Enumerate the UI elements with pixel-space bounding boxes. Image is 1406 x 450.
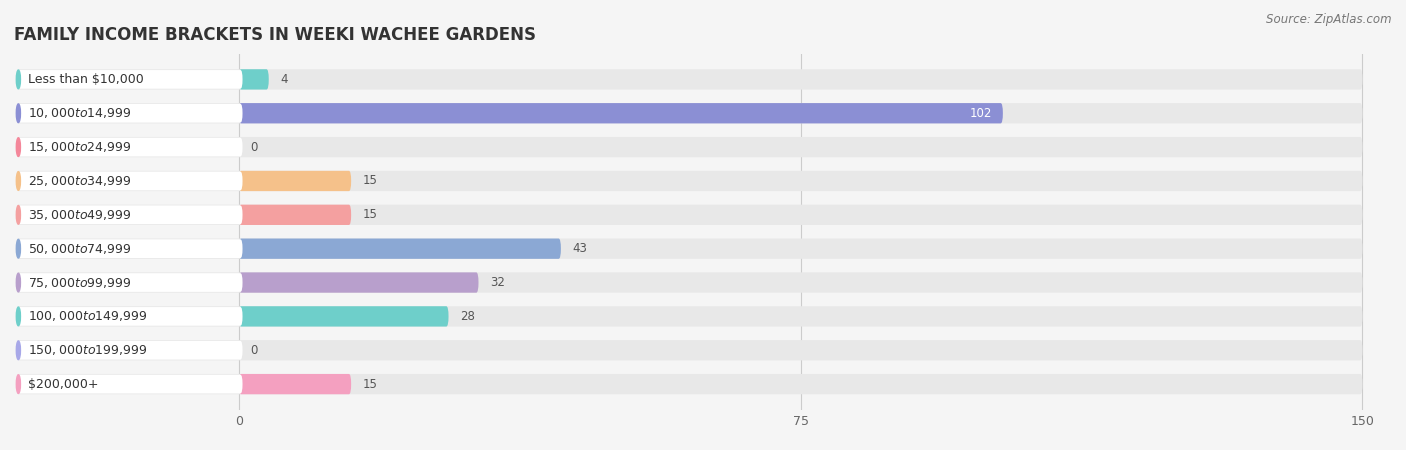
Text: 32: 32 xyxy=(489,276,505,289)
FancyBboxPatch shape xyxy=(17,138,243,157)
Text: $200,000+: $200,000+ xyxy=(28,378,98,391)
Text: 28: 28 xyxy=(460,310,475,323)
FancyBboxPatch shape xyxy=(17,307,243,326)
Circle shape xyxy=(17,138,21,157)
FancyBboxPatch shape xyxy=(17,239,243,258)
Text: $150,000 to $199,999: $150,000 to $199,999 xyxy=(28,343,148,357)
Text: $50,000 to $74,999: $50,000 to $74,999 xyxy=(28,242,131,256)
FancyBboxPatch shape xyxy=(17,374,1362,394)
Circle shape xyxy=(17,206,21,224)
Text: Less than $10,000: Less than $10,000 xyxy=(28,73,143,86)
Circle shape xyxy=(17,341,21,360)
FancyBboxPatch shape xyxy=(239,171,352,191)
FancyBboxPatch shape xyxy=(239,306,449,327)
FancyBboxPatch shape xyxy=(17,69,1362,90)
FancyBboxPatch shape xyxy=(17,103,1362,123)
FancyBboxPatch shape xyxy=(17,70,243,89)
Circle shape xyxy=(17,375,21,393)
Text: 102: 102 xyxy=(969,107,991,120)
Text: $25,000 to $34,999: $25,000 to $34,999 xyxy=(28,174,131,188)
Text: FAMILY INCOME BRACKETS IN WEEKI WACHEE GARDENS: FAMILY INCOME BRACKETS IN WEEKI WACHEE G… xyxy=(14,26,536,44)
FancyBboxPatch shape xyxy=(239,205,352,225)
Text: 0: 0 xyxy=(250,140,257,153)
Circle shape xyxy=(17,171,21,190)
Text: 15: 15 xyxy=(363,175,377,188)
Text: $35,000 to $49,999: $35,000 to $49,999 xyxy=(28,208,131,222)
Text: $100,000 to $149,999: $100,000 to $149,999 xyxy=(28,310,148,324)
FancyBboxPatch shape xyxy=(17,341,243,360)
Text: 15: 15 xyxy=(363,378,377,391)
FancyBboxPatch shape xyxy=(239,103,1002,123)
FancyBboxPatch shape xyxy=(17,205,1362,225)
Text: 0: 0 xyxy=(250,344,257,357)
FancyBboxPatch shape xyxy=(17,104,243,122)
Text: 43: 43 xyxy=(572,242,588,255)
FancyBboxPatch shape xyxy=(239,69,269,90)
Circle shape xyxy=(17,70,21,89)
FancyBboxPatch shape xyxy=(17,171,1362,191)
Text: $75,000 to $99,999: $75,000 to $99,999 xyxy=(28,275,131,289)
Text: $15,000 to $24,999: $15,000 to $24,999 xyxy=(28,140,131,154)
FancyBboxPatch shape xyxy=(17,273,243,292)
Text: $10,000 to $14,999: $10,000 to $14,999 xyxy=(28,106,131,120)
FancyBboxPatch shape xyxy=(17,206,243,224)
FancyBboxPatch shape xyxy=(17,306,1362,327)
FancyBboxPatch shape xyxy=(17,375,243,393)
Circle shape xyxy=(17,239,21,258)
Text: 15: 15 xyxy=(363,208,377,221)
FancyBboxPatch shape xyxy=(17,272,1362,292)
FancyBboxPatch shape xyxy=(239,374,352,394)
FancyBboxPatch shape xyxy=(239,238,561,259)
FancyBboxPatch shape xyxy=(17,238,1362,259)
Text: Source: ZipAtlas.com: Source: ZipAtlas.com xyxy=(1267,14,1392,27)
Text: 4: 4 xyxy=(280,73,287,86)
Circle shape xyxy=(17,307,21,326)
FancyBboxPatch shape xyxy=(239,272,478,292)
FancyBboxPatch shape xyxy=(17,340,1362,360)
Circle shape xyxy=(17,104,21,122)
Circle shape xyxy=(17,273,21,292)
FancyBboxPatch shape xyxy=(17,171,243,190)
FancyBboxPatch shape xyxy=(17,137,1362,157)
